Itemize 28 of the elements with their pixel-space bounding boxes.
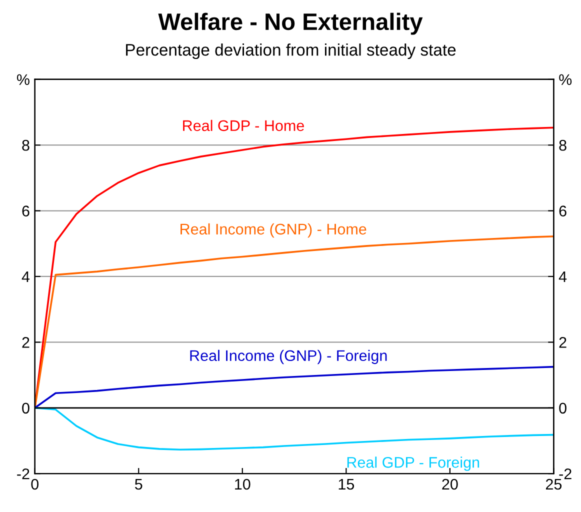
y2-tick-label: 8 <box>559 140 566 151</box>
y2-tick-label: 4 <box>558 272 567 282</box>
y-tick-label: 4 <box>22 272 30 282</box>
y2-tick-label: 2 <box>559 337 566 348</box>
y2-tick-label: -2 <box>559 468 572 480</box>
chart-subtitle: Percentage deviation from initial steady state <box>126 44 456 60</box>
y2-tick-label: % <box>559 74 572 85</box>
y2-tick-label: 0 <box>559 402 566 414</box>
x-tick-label: 0 <box>31 478 39 490</box>
x-tick-label: 15 <box>338 479 354 490</box>
y-tick-label: -2 <box>17 468 30 480</box>
y-tick-label: 0 <box>22 402 30 414</box>
line-series <box>34 406 554 451</box>
y-tick-label: 2 <box>22 337 30 348</box>
series-label: Real Income (GNP) - Home <box>180 223 366 238</box>
x-tick-label: 25 <box>546 478 562 490</box>
y-tick-label: 8 <box>22 140 30 151</box>
y-tick-label: % <box>16 74 30 85</box>
line-series <box>34 366 554 409</box>
series-label: Real Income (GNP) - Foreign <box>190 350 387 364</box>
x-tick-label: 20 <box>442 478 458 490</box>
y-tick-label: 6 <box>22 206 30 216</box>
series-label: Real GDP - Home <box>183 120 304 132</box>
series-label: Real GDP - Foreign <box>347 456 480 471</box>
y2-tick-label: 6 <box>559 206 566 216</box>
x-tick-label: 10 <box>235 478 250 490</box>
chart-title: Welfare - No Externality <box>158 12 423 35</box>
x-tick-label: 5 <box>134 479 142 490</box>
